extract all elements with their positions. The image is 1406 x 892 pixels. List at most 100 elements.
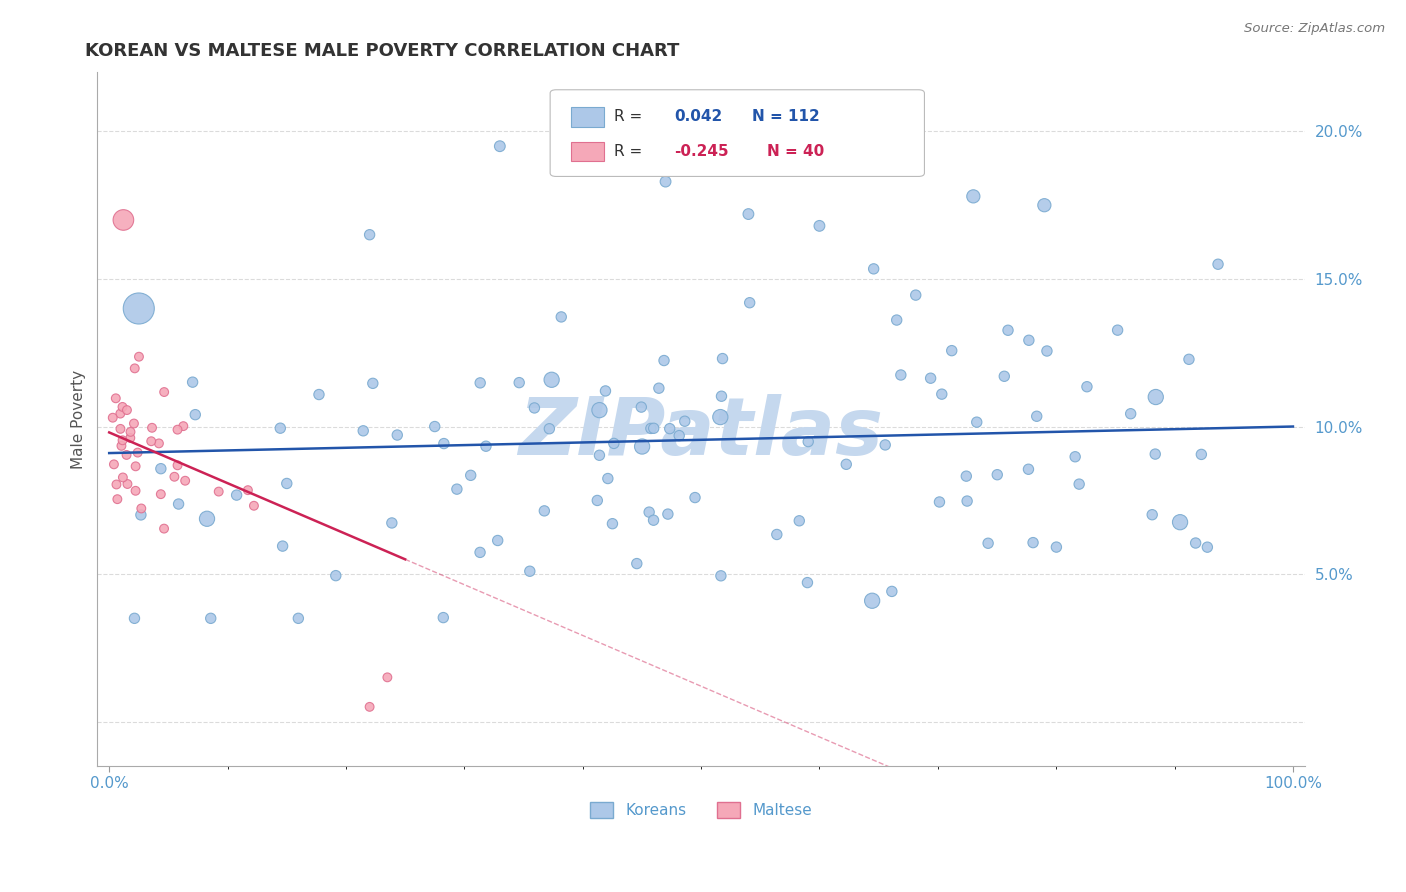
Point: [631, 440, 654, 454]
Point: [808, 219, 831, 233]
Point: [886, 313, 908, 327]
Point: [652, 353, 675, 368]
Point: [1076, 380, 1098, 394]
Bar: [571, 107, 605, 127]
Point: [737, 207, 759, 221]
Point: [127, 445, 149, 459]
Point: [112, 213, 135, 227]
Point: [287, 611, 309, 625]
Point: [153, 522, 176, 536]
Point: [993, 369, 1015, 384]
Point: [986, 467, 1008, 482]
Point: [167, 497, 190, 511]
Point: [796, 575, 818, 590]
Point: [460, 468, 482, 483]
Point: [325, 568, 347, 582]
Point: [432, 610, 454, 624]
Point: [446, 482, 468, 496]
Text: Source: ZipAtlas.com: Source: ZipAtlas.com: [1244, 22, 1385, 36]
Point: [1178, 352, 1201, 367]
Point: [128, 350, 150, 364]
Point: [519, 564, 541, 578]
Point: [1033, 198, 1056, 212]
Point: [359, 227, 381, 242]
Point: [105, 477, 128, 491]
Point: [638, 505, 661, 519]
Point: [586, 493, 609, 508]
Point: [1022, 535, 1045, 549]
Point: [643, 513, 665, 527]
Point: [766, 527, 789, 541]
Text: R =: R =: [614, 144, 643, 159]
Point: [470, 376, 492, 390]
Point: [595, 384, 617, 398]
Point: [997, 323, 1019, 337]
Point: [149, 461, 172, 475]
Point: [129, 508, 152, 522]
Point: [361, 376, 384, 391]
FancyBboxPatch shape: [550, 90, 924, 177]
Point: [172, 419, 194, 434]
Point: [381, 516, 404, 530]
Point: [124, 361, 146, 376]
Point: [738, 295, 761, 310]
Point: [110, 439, 132, 453]
Point: [920, 371, 942, 385]
Point: [124, 611, 146, 625]
Point: [111, 400, 134, 414]
Point: [643, 421, 665, 435]
Point: [658, 422, 681, 436]
Point: [538, 422, 561, 436]
Point: [153, 385, 176, 400]
Point: [1144, 447, 1167, 461]
Bar: [571, 142, 605, 161]
Point: [120, 431, 142, 445]
Point: [588, 403, 610, 417]
Point: [956, 494, 979, 508]
Point: [105, 492, 128, 507]
Point: [377, 670, 399, 684]
Point: [110, 407, 132, 421]
Point: [308, 387, 330, 401]
Point: [276, 476, 298, 491]
Text: 0.042: 0.042: [675, 110, 723, 124]
Point: [141, 434, 163, 449]
Point: [166, 423, 188, 437]
Point: [110, 422, 132, 436]
Point: [640, 421, 662, 435]
Point: [603, 436, 626, 450]
Point: [860, 593, 883, 607]
Point: [271, 539, 294, 553]
Point: [533, 504, 555, 518]
Point: [208, 484, 231, 499]
Point: [117, 477, 139, 491]
Point: [101, 410, 124, 425]
Point: [875, 438, 897, 452]
Point: [596, 471, 619, 485]
Point: [166, 458, 188, 473]
Point: [115, 448, 138, 462]
Point: [200, 611, 222, 625]
Point: [475, 439, 498, 453]
Point: [1144, 390, 1167, 404]
Point: [1018, 333, 1040, 347]
Point: [602, 516, 624, 531]
Point: [588, 448, 610, 462]
Point: [1206, 257, 1229, 271]
Point: [124, 483, 146, 498]
Point: [711, 351, 734, 366]
Point: [269, 421, 291, 435]
Point: [648, 381, 671, 395]
Point: [931, 387, 953, 401]
Point: [433, 436, 456, 450]
Point: [1036, 344, 1059, 359]
Point: [941, 343, 963, 358]
Point: [115, 403, 138, 417]
Point: [904, 288, 927, 302]
Point: [508, 376, 530, 390]
Point: [668, 428, 690, 442]
Point: [1119, 407, 1142, 421]
Point: [225, 488, 247, 502]
Point: [654, 175, 676, 189]
Point: [955, 469, 977, 483]
